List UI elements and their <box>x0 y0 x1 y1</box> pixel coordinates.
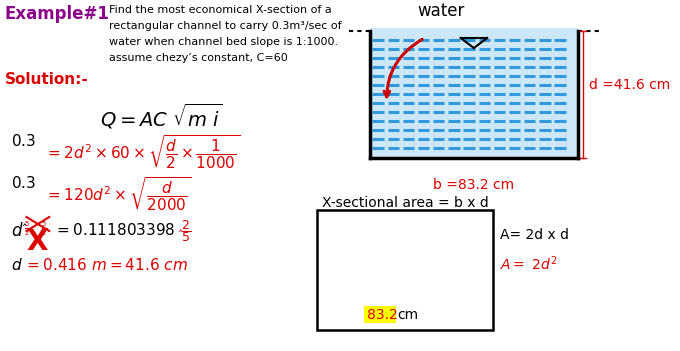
Text: b =: b = <box>332 308 356 322</box>
Text: water: water <box>417 2 464 20</box>
Bar <box>318 210 493 330</box>
Text: Find the most economical X-section of a: Find the most economical X-section of a <box>109 5 332 15</box>
Text: $A=\ 2d^2$: $A=\ 2d^2$ <box>500 255 558 273</box>
Text: $d$: $d$ <box>12 257 23 273</box>
Text: water when channel bed slope is 1:1000.: water when channel bed slope is 1:1000. <box>109 37 338 47</box>
Bar <box>370 28 578 158</box>
Text: A= 2d x d: A= 2d x d <box>500 228 569 242</box>
Text: $\hat{\ }\dfrac{2}{5}$: $\hat{\ }\dfrac{2}{5}$ <box>177 218 191 244</box>
Text: $= 120d^2 \times \sqrt{\dfrac{d}{2000}}$: $= 120d^2 \times \sqrt{\dfrac{d}{2000}}$ <box>46 175 192 213</box>
Text: rectangular channel to carry 0.3m³/sec of: rectangular channel to carry 0.3m³/sec o… <box>109 21 341 31</box>
Text: $=0.416\ m = 41.6\ cm$: $=0.416\ m = 41.6\ cm$ <box>24 257 188 273</box>
Text: b = 2d: b = 2d <box>381 228 428 242</box>
Text: 83.2: 83.2 <box>367 308 398 322</box>
Text: d =41.6 cm: d =41.6 cm <box>589 78 670 92</box>
Text: $=0.111803398$: $=0.111803398$ <box>54 222 175 238</box>
Text: $\mathbf{X}$: $\mathbf{X}$ <box>26 228 48 256</box>
Text: $\frac{5}{2}$: $\frac{5}{2}$ <box>41 220 47 238</box>
Text: Example#1: Example#1 <box>5 5 109 23</box>
Text: Solution:-: Solution:- <box>5 72 88 87</box>
Text: $0.3$: $0.3$ <box>12 175 37 191</box>
Text: $0.3$: $0.3$ <box>12 133 37 149</box>
Text: $=2d^2 \times 60 \times \sqrt{\dfrac{d}{2} \times \dfrac{1}{1000}}$: $=2d^2 \times 60 \times \sqrt{\dfrac{d}{… <box>46 133 241 171</box>
Text: $\frac{5}{2}$: $\frac{5}{2}$ <box>24 220 30 238</box>
Text: b =83.2 cm: b =83.2 cm <box>433 178 515 192</box>
Text: 0.832 m: 0.832 m <box>370 282 427 295</box>
Text: b = 2 x 0.416: b = 2 x 0.416 <box>358 255 452 269</box>
FancyBboxPatch shape <box>364 306 396 323</box>
Text: assume chezy’s constant, C=60: assume chezy’s constant, C=60 <box>109 53 288 63</box>
Text: b =: b = <box>332 282 356 295</box>
Text: $d$: $d$ <box>12 222 24 240</box>
Text: X-sectional area = b x d: X-sectional area = b x d <box>322 196 488 210</box>
Text: $Q = AC\ \sqrt{m\ i}$: $Q = AC\ \sqrt{m\ i}$ <box>99 102 222 131</box>
Text: $\hat{\ }$: $\hat{\ }$ <box>21 218 28 231</box>
Text: cm: cm <box>397 308 418 322</box>
